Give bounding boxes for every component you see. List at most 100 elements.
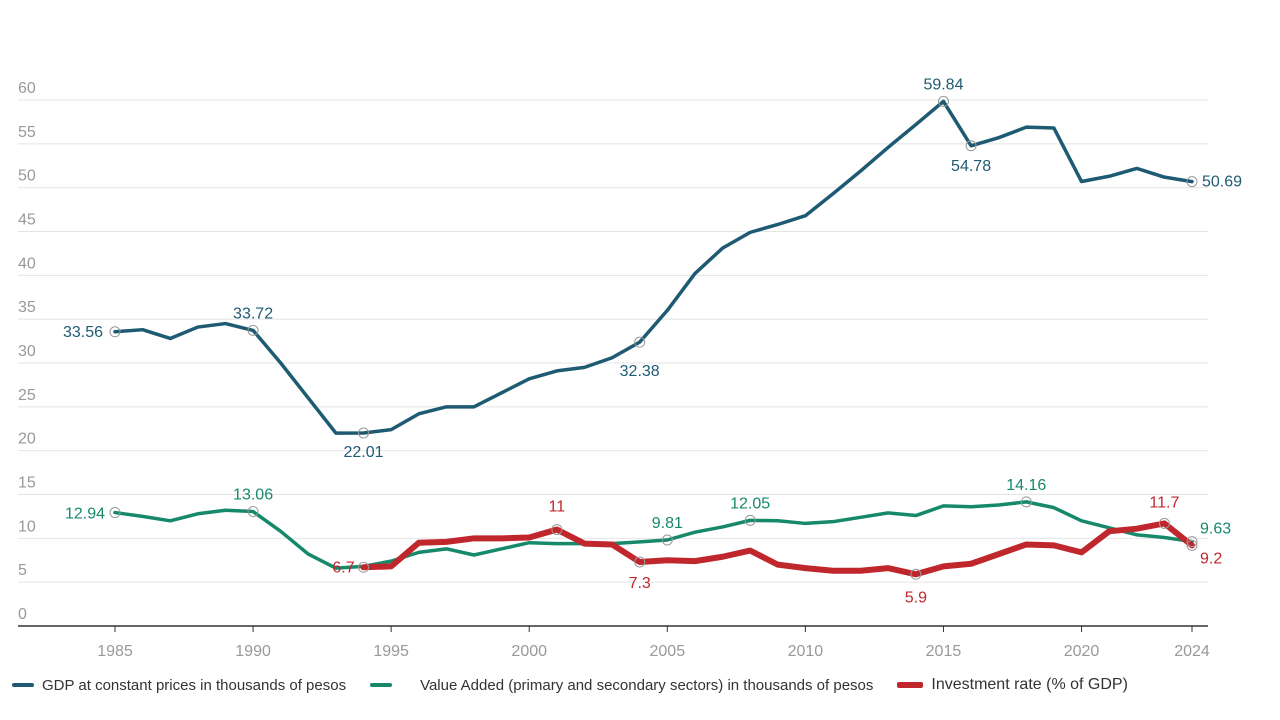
- data-marker: [1158, 517, 1170, 529]
- data-label: 22.01: [344, 444, 384, 461]
- data-point: [472, 536, 476, 540]
- data-point: [1135, 527, 1139, 531]
- data-point: [417, 541, 421, 545]
- y-tick-label: 5: [18, 562, 27, 579]
- data-point: [997, 503, 1001, 507]
- data-point: [693, 530, 697, 534]
- data-point: [196, 325, 200, 329]
- data-point: [223, 508, 227, 512]
- legend-label: Investment rate (% of GDP): [931, 676, 1128, 693]
- y-tick-label: 50: [18, 168, 36, 185]
- data-point: [444, 547, 448, 551]
- data-label: 11.7: [1149, 494, 1179, 511]
- data-marker: [358, 427, 370, 439]
- data-point: [527, 541, 531, 545]
- legend-item-gdp[interactable]: GDP at constant prices in thousands of p…: [12, 677, 346, 694]
- data-marker: [634, 336, 646, 348]
- data-point: [1052, 543, 1056, 547]
- data-point: [1052, 506, 1056, 510]
- data-label: 9.81: [652, 515, 683, 532]
- data-point: [803, 214, 807, 218]
- data-point: [969, 505, 973, 509]
- data-point: [886, 145, 890, 149]
- data-point: [997, 552, 1001, 556]
- data-marker: [358, 561, 370, 573]
- data-point: [886, 566, 890, 570]
- data-point: [914, 514, 918, 518]
- data-point: [665, 538, 669, 542]
- data-point: [389, 428, 393, 432]
- data-point: [941, 504, 945, 508]
- data-point: [555, 528, 559, 532]
- data-point: [859, 169, 863, 173]
- data-point: [1135, 533, 1139, 537]
- data-marker: [910, 568, 922, 580]
- data-label: 5.9: [905, 589, 927, 606]
- series-line-0: [113, 99, 1194, 435]
- data-point: [638, 340, 642, 344]
- legend: GDP at constant prices in thousands of p…: [12, 676, 1152, 694]
- data-point: [527, 535, 531, 539]
- y-axis: 0 5 10 15 20 25 30 35 40 45 50 55 60: [18, 80, 36, 623]
- data-point: [941, 99, 945, 103]
- data-point: [389, 564, 393, 568]
- data-point: [334, 431, 338, 435]
- legend-swatch-investment: [897, 682, 924, 688]
- data-point: [1107, 174, 1111, 178]
- data-point: [1024, 542, 1028, 546]
- legend-item-investment[interactable]: Investment rate (% of GDP): [897, 676, 1128, 694]
- x-tick-label: 2005: [650, 643, 686, 660]
- y-tick-label: 10: [18, 518, 36, 535]
- y-tick-label: 35: [18, 299, 36, 316]
- data-point: [141, 514, 145, 518]
- data-point: [472, 405, 476, 409]
- data-point: [444, 405, 448, 409]
- data-point: [693, 559, 697, 563]
- data-label: 32.38: [620, 363, 660, 380]
- legend-label: GDP at constant prices in thousands of p…: [42, 676, 347, 694]
- data-labels: 33.56 33.72 22.01 32.38 59.84 54.78 50.69 12.94…: [63, 76, 1242, 606]
- data-marker: [1020, 496, 1032, 508]
- y-tick-label: 60: [18, 80, 36, 97]
- data-label: 11: [549, 499, 566, 516]
- y-tick-label: 25: [18, 387, 36, 404]
- x-tick-label: 2020: [1064, 643, 1100, 660]
- data-marker: [661, 534, 673, 546]
- data-label: 33.72: [233, 305, 273, 322]
- legend-item-value-added[interactable]: Value Added (primary and secondary secto…: [370, 677, 873, 694]
- legend-label: Value Added (primary and secondary secto…: [420, 676, 874, 694]
- grid: [18, 99, 1208, 583]
- x-tick-label: 1990: [235, 643, 271, 660]
- data-point: [1162, 521, 1166, 525]
- data-marker: [247, 506, 259, 518]
- data-point: [831, 520, 835, 524]
- data-marker: [109, 326, 121, 338]
- series-line-1: [113, 500, 1194, 570]
- data-point: [748, 518, 752, 522]
- data-point: [417, 412, 421, 416]
- data-point: [748, 549, 752, 553]
- data-point: [1162, 535, 1166, 539]
- x-tick-label: 2010: [788, 643, 824, 660]
- data-point: [914, 572, 918, 576]
- data-point: [1080, 550, 1084, 554]
- data-point: [251, 510, 255, 514]
- y-tick-label: 40: [18, 255, 36, 272]
- data-point: [113, 511, 117, 515]
- data-point: [693, 272, 697, 276]
- data-point: [1052, 126, 1056, 130]
- x-tick-label: 2015: [926, 643, 962, 660]
- data-point: [582, 365, 586, 369]
- line-chart: 0 5 10 15 20 25 30 35 40 45 50 55 60 1985 1990 1995 200…: [18, 76, 1242, 660]
- data-marker: [634, 556, 646, 568]
- data-marker: [551, 524, 563, 536]
- data-point: [444, 540, 448, 544]
- data-point: [1024, 125, 1028, 129]
- data-label: 50.69: [1202, 174, 1242, 191]
- data-point: [141, 328, 145, 332]
- y-tick-label: 20: [18, 431, 36, 448]
- data-point: [500, 547, 504, 551]
- data-point: [527, 377, 531, 381]
- data-point: [1107, 529, 1111, 533]
- data-point: [279, 361, 283, 365]
